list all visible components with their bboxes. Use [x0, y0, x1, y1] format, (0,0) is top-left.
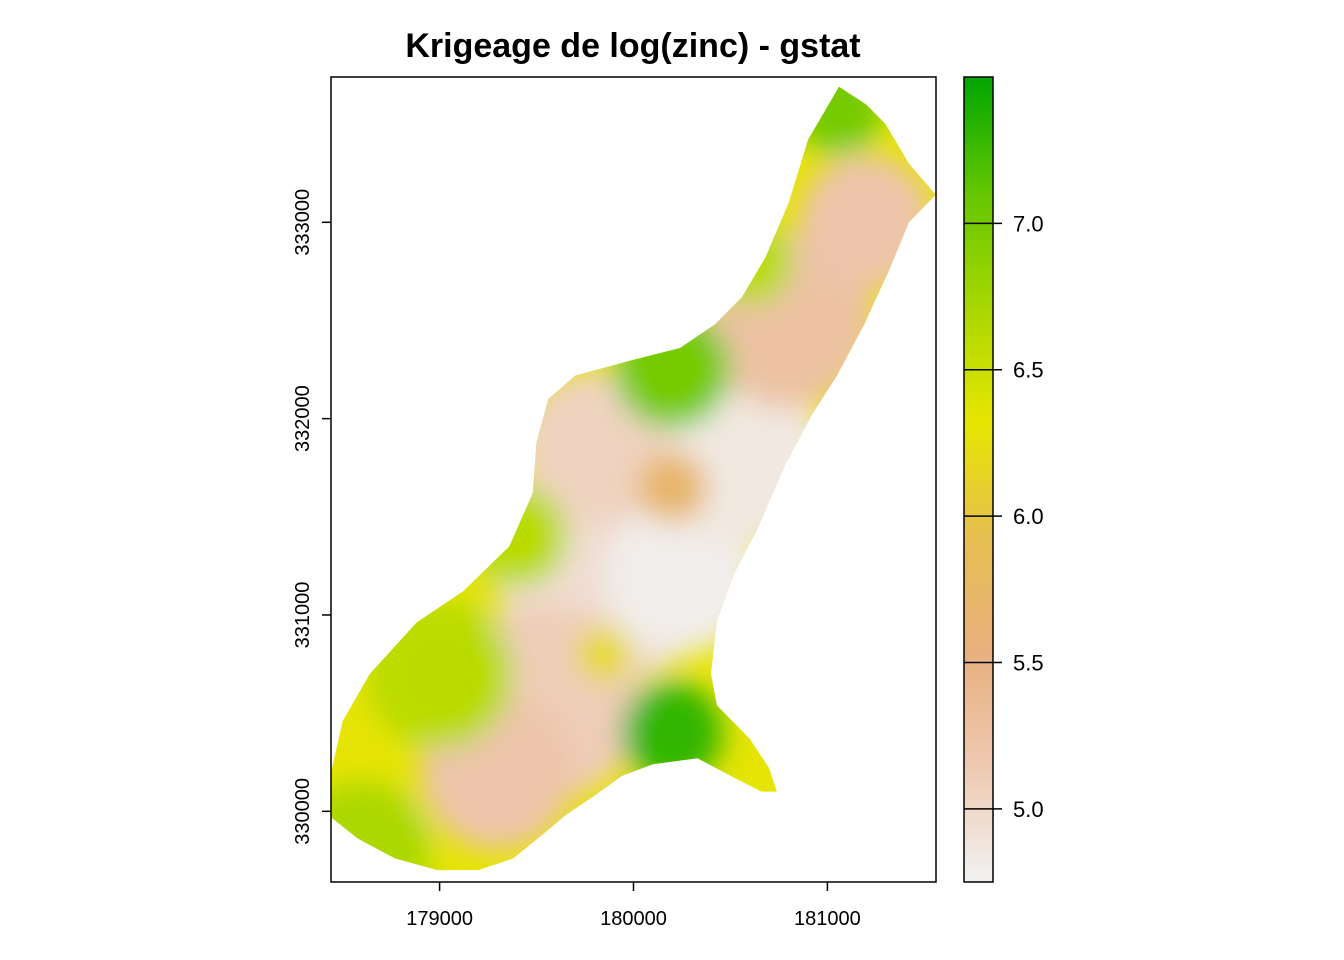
y-axis: 330000 331000 332000 333000: [292, 189, 331, 845]
x-axis: 179000 180000 181000: [406, 882, 861, 930]
legend-color-bar: [963, 76, 994, 883]
kriged-raster: [331, 86, 936, 871]
kriged-value-blob: [466, 485, 568, 588]
kriged-value-blob: [577, 626, 632, 682]
x-tick-label: 179000: [406, 908, 473, 930]
kriged-value-blob: [365, 599, 514, 749]
y-tick-label: 330000: [292, 778, 314, 845]
kriged-value-blob: [788, 86, 886, 154]
x-tick-label: 181000: [794, 908, 861, 930]
legend-tick-label: 6.0: [1013, 504, 1044, 529]
kriged-value-blob: [707, 218, 793, 305]
legend-tick-label: 5.5: [1013, 650, 1044, 675]
kriged-value-blob: [637, 452, 708, 523]
kriged-value-blob: [798, 153, 935, 292]
color-legend: 5.0 5.5 6.0 6.5 7.0: [963, 76, 1044, 883]
kriged-value-blob: [331, 781, 430, 871]
legend-tick-label: 7.0: [1013, 211, 1044, 236]
chart-title: Krigeage de log(zinc) - gstat: [405, 27, 860, 65]
y-tick-label: 331000: [292, 582, 314, 649]
y-tick-label: 332000: [292, 385, 314, 452]
kriged-value-blob: [614, 310, 731, 429]
legend-tick-label: 6.5: [1013, 358, 1044, 383]
y-tick-label: 333000: [292, 189, 314, 256]
x-tick-label: 180000: [600, 908, 667, 930]
kriged-value-blob: [621, 681, 723, 784]
legend-tick-label: 5.0: [1013, 797, 1044, 822]
